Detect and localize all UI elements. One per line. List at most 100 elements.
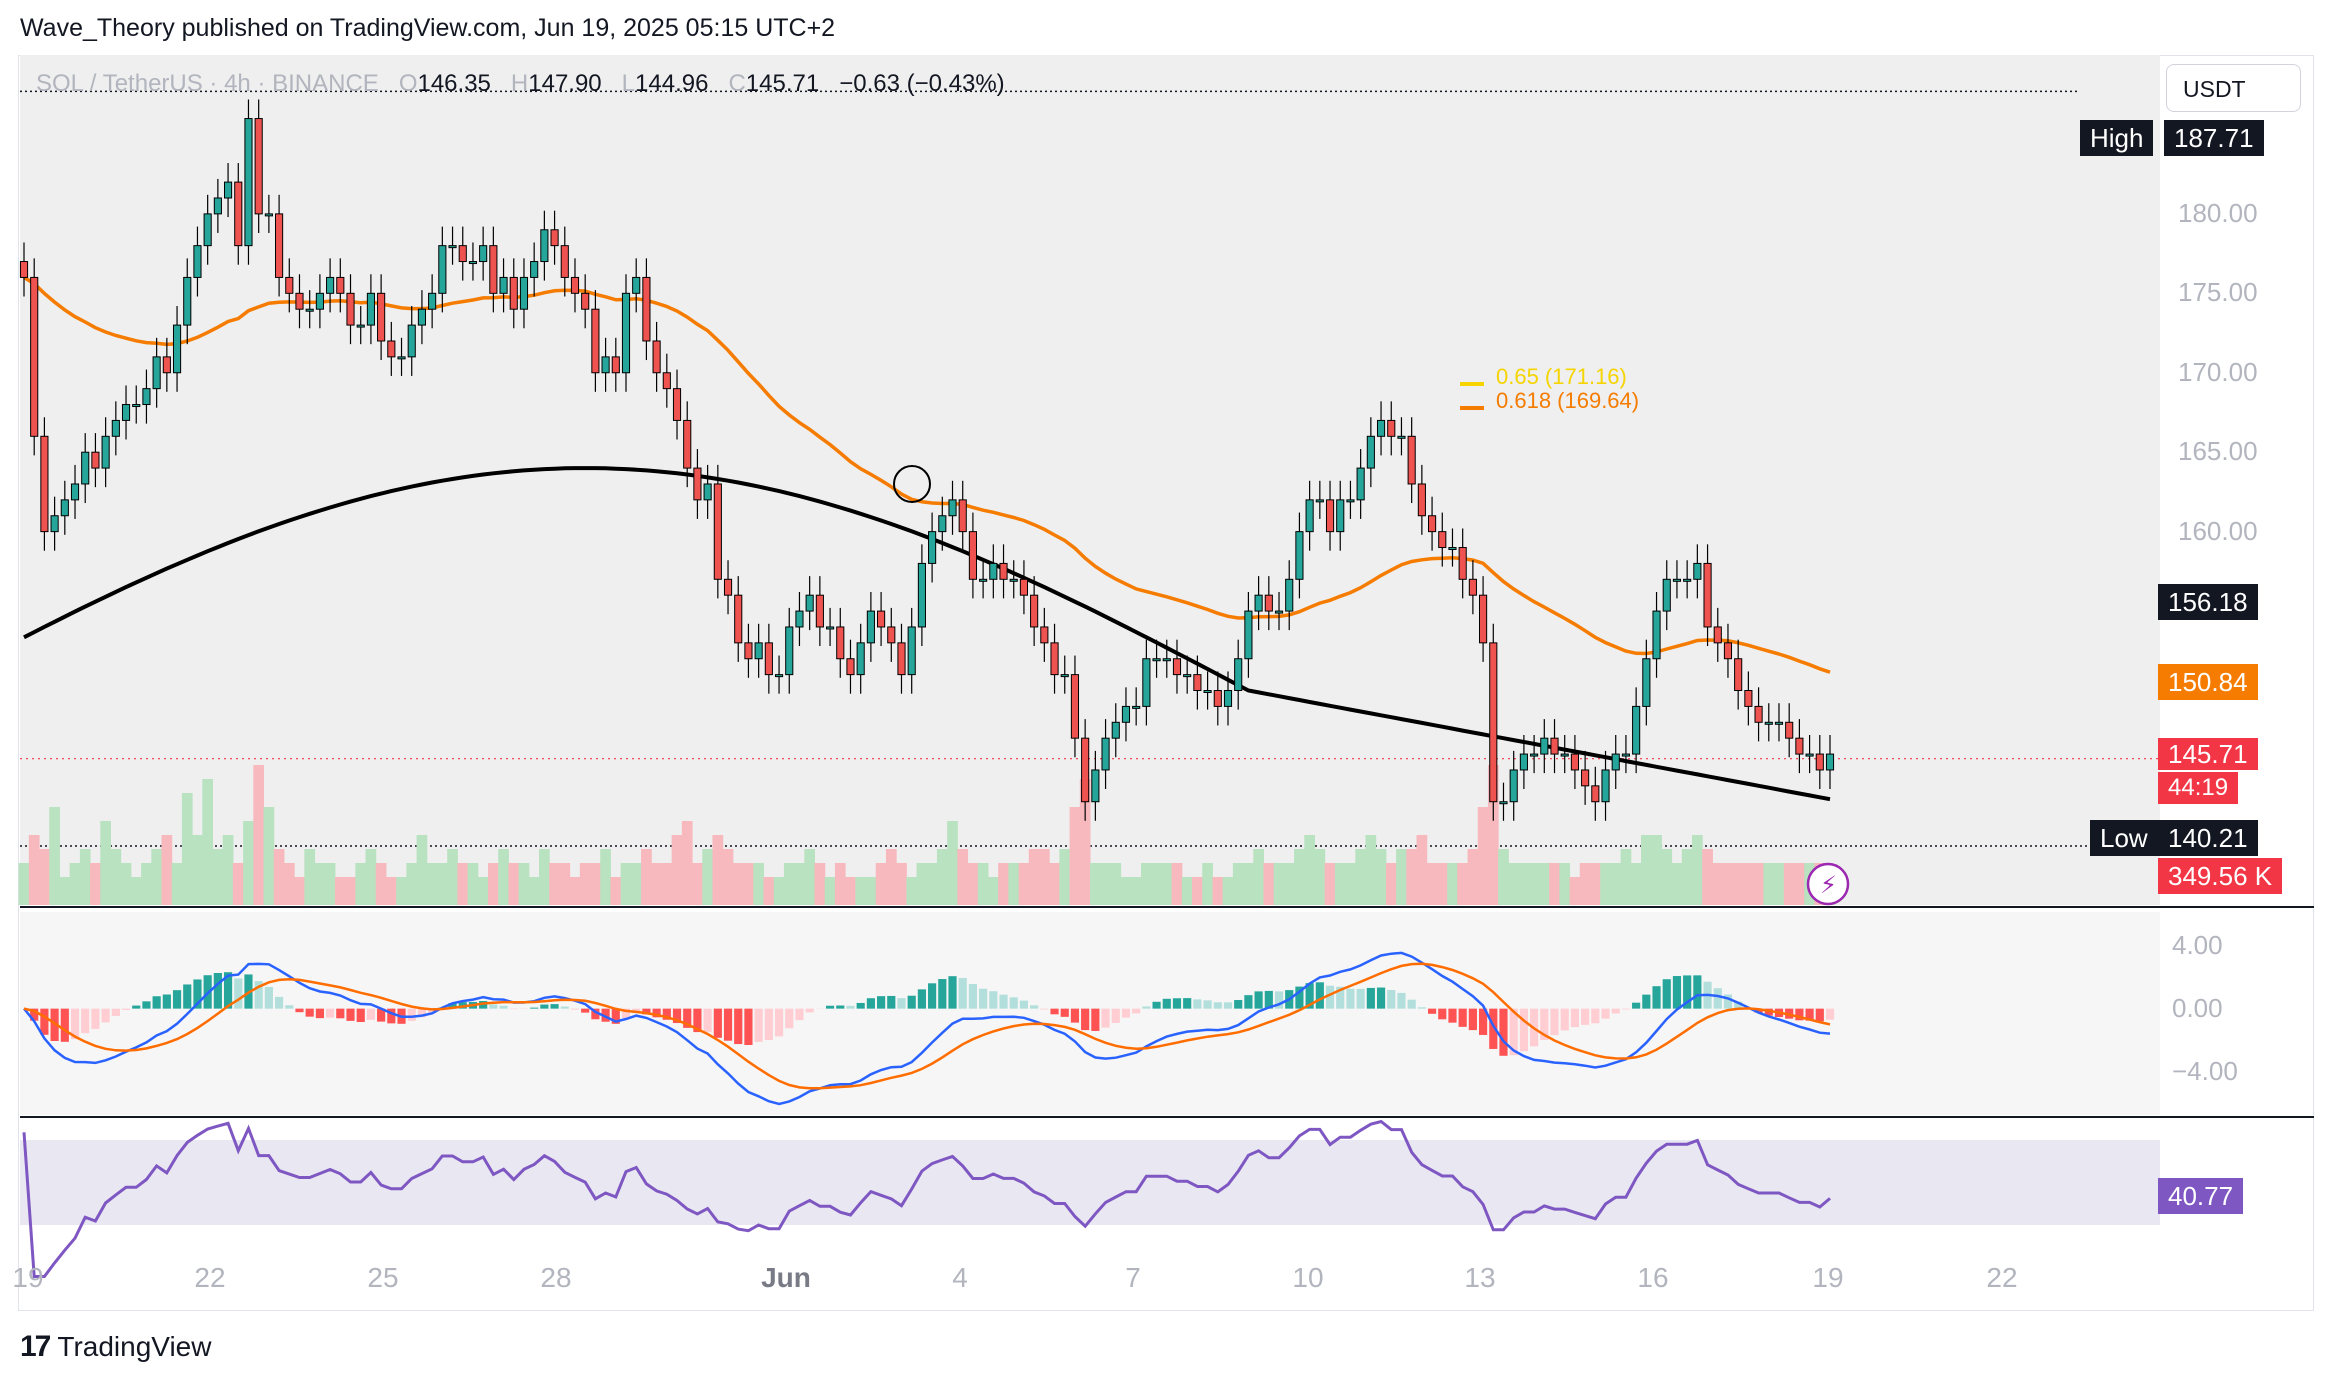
macd-histogram-bar [111, 1008, 120, 1016]
volume-bar [355, 863, 367, 905]
candle-body [1519, 753, 1528, 771]
time-tick: Jun [761, 1262, 811, 1293]
candle-body [979, 578, 988, 582]
macd-histogram-bar [795, 1008, 804, 1021]
volume-bar [1120, 877, 1132, 905]
price-tick: 165.00 [2178, 436, 2258, 467]
volume-bar [1059, 849, 1071, 905]
macd-histogram-bar [683, 1008, 692, 1028]
volume-bar [641, 849, 652, 905]
macd-histogram-bar [1499, 1008, 1508, 1056]
volume-bar [539, 849, 550, 905]
macd-histogram-bar [1479, 1008, 1488, 1035]
volume-bar [773, 877, 785, 905]
macd-histogram-bar [264, 986, 273, 1009]
macd-histogram-bar [989, 991, 998, 1009]
candle-body [1142, 658, 1151, 707]
candle-body [887, 626, 896, 644]
candle-body [591, 308, 600, 374]
candle-body [938, 515, 947, 533]
candle-body [1448, 547, 1457, 551]
volume-bar [1212, 877, 1224, 905]
volume-bar [1528, 863, 1540, 905]
volume-bar [477, 877, 489, 905]
candle-body [1162, 658, 1171, 662]
macd-histogram-bar [1030, 1005, 1039, 1009]
volume-bar [161, 835, 173, 905]
volume-bar [1406, 849, 1418, 905]
volume-bar [1304, 835, 1315, 905]
candle-body [1774, 721, 1784, 725]
candle-body [1356, 467, 1365, 501]
macd-histogram-bar [1427, 1008, 1437, 1014]
candle-body [285, 276, 294, 294]
candle-body [877, 610, 886, 628]
macd-histogram-bar [489, 1004, 498, 1009]
candle-body [499, 276, 508, 294]
candle-body [1407, 435, 1416, 485]
volume-bar [1549, 863, 1560, 905]
macd-histogram-bar [723, 1008, 733, 1041]
volume-bar [630, 863, 642, 905]
candle-body [121, 404, 131, 421]
macd-histogram-bar [1519, 1008, 1528, 1052]
macd-histogram-bar [356, 1008, 365, 1023]
macd-histogram-bar [805, 1008, 814, 1013]
volume-bar [1518, 863, 1530, 905]
macd-histogram-bar [774, 1008, 784, 1037]
volume-bar [702, 849, 713, 905]
candle-body [1621, 753, 1631, 757]
cross-marker [893, 464, 931, 503]
candle-body [1581, 769, 1590, 787]
candle-body [1468, 578, 1477, 596]
time-tick: 4 [952, 1262, 968, 1293]
tradingview-logo[interactable]: 17 TradingView [20, 1330, 211, 1364]
macd-histogram-bar [183, 984, 192, 1009]
volume-bar [508, 863, 520, 905]
candle-body [836, 626, 845, 660]
candle-body [407, 324, 416, 358]
candle-body [1070, 674, 1080, 739]
macd-histogram-bar [1223, 1002, 1233, 1009]
macd-histogram-bar [785, 1008, 794, 1029]
candle-body [356, 324, 365, 328]
volume-bar [385, 877, 397, 905]
volume-tag: 349.56 K [2158, 858, 2283, 894]
candle-body [111, 419, 120, 437]
volume-bar [906, 877, 918, 905]
volume-bar [304, 849, 316, 905]
volume-bar [845, 877, 856, 905]
candle-body [734, 594, 743, 644]
volume-bar [263, 807, 275, 905]
currency-button[interactable]: USDT [2166, 64, 2301, 112]
volume-bar [1467, 849, 1479, 905]
macd-histogram-bar [1121, 1008, 1131, 1018]
macd-histogram-bar [1346, 988, 1355, 1009]
macd-histogram-bar [550, 1004, 559, 1009]
macd-histogram-bar [1468, 1008, 1477, 1031]
macd-histogram-bar [1713, 988, 1722, 1009]
candle-body [1152, 658, 1161, 662]
price-pane-bg [20, 55, 2160, 905]
volume-bar [1151, 863, 1162, 905]
close-value: 145.71 [745, 70, 820, 97]
macd-histogram-bar [1152, 1001, 1161, 1009]
macd-histogram-bar [326, 1008, 335, 1018]
low-label: L [621, 70, 636, 97]
macd-histogram-bar [1642, 994, 1651, 1009]
macd-histogram-bar [91, 1008, 100, 1029]
volume-bar [1334, 863, 1346, 905]
volume-bar [926, 863, 938, 905]
candle-body [1652, 610, 1661, 660]
volume-bar [1457, 863, 1469, 905]
macd-histogram-bar [479, 1000, 488, 1009]
candle-body [1111, 721, 1120, 739]
candle-body [1203, 690, 1212, 694]
volume-bar [1487, 765, 1499, 905]
symbol-ohlc: SOL / TetherUS · 4h · BINANCE O146.35 H1… [36, 70, 1005, 98]
volume-bar [1018, 863, 1030, 905]
candle-body [1376, 419, 1386, 437]
volume-bar [273, 849, 285, 905]
volume-bar [1477, 807, 1489, 905]
